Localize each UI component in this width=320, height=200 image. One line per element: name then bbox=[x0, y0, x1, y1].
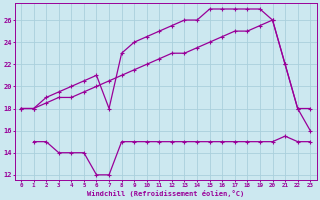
X-axis label: Windchill (Refroidissement éolien,°C): Windchill (Refroidissement éolien,°C) bbox=[87, 190, 244, 197]
